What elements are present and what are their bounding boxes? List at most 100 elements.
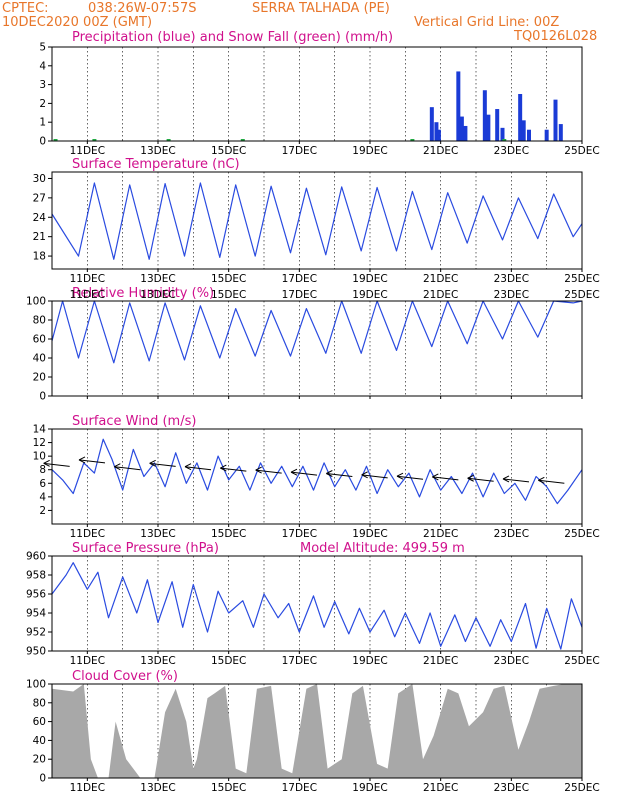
x-tick-label: 25DEC [564,782,599,794]
wind-arrow [502,478,530,483]
x-tick-label: 19DEC [352,273,387,285]
x-tick-label: 23DEC [494,273,529,285]
y-tick-label: 18 [33,251,46,263]
wind-arrow [149,462,176,467]
y-tick-label: 100 [26,679,46,691]
x-tick-label: 19DEC [352,655,387,667]
x-tick-label: 19DEC [352,289,387,301]
y-tick-label: 24 [33,212,47,224]
x-tick-label: 13DEC [140,782,175,794]
y-tick-label: 956 [26,589,46,601]
y-tick-label: 0 [39,773,46,785]
temperature-title: Surface Temperature (nC) [72,157,240,172]
y-tick-label: 100 [26,296,46,308]
y-tick-label: 30 [33,173,46,185]
x-tick-label: 25DEC [564,289,599,301]
x-tick-label: 23DEC [494,145,529,157]
y-tick-label: 8 [39,464,46,476]
x-tick-label: 15DEC [211,273,246,285]
x-tick-label: 17DEC [282,782,317,794]
y-tick-label: 950 [26,646,46,658]
y-tick-label: 3 [39,79,46,91]
y-tick-label: 21 [33,231,46,243]
header-label: CPTEC: [2,1,49,16]
x-tick-label: 23DEC [494,655,529,667]
x-tick-label: 21DEC [423,782,458,794]
precip-bar [495,109,500,141]
precip-bar [518,94,523,141]
panel-frame [51,428,583,525]
header-coords: 038:26W-07:57S [88,1,196,16]
wind-arrow [538,479,565,484]
wind-arrow-head [502,475,510,483]
snow-bar [410,139,415,141]
y-tick-label: 60 [33,334,46,346]
x-tick-label: 17DEC [282,655,317,667]
y-tick-label: 958 [26,570,46,582]
precip-bar [482,90,487,141]
panel-2: 0 20 40 60 80 100 11DEC 13DEC 15DEC 17DEC 19DEC 21D… [26,289,600,403]
x-tick-label: 11DEC [70,782,105,794]
wind-arrow [43,462,70,467]
wind-arrow-head [114,463,121,471]
x-tick-label: 21DEC [423,655,458,667]
y-tick-label: 40 [33,735,46,747]
x-tick-label: 11DEC [70,145,105,157]
wind-arrow-head [290,468,298,476]
wind-arrow [432,476,459,481]
x-tick-label: 13DEC [140,655,175,667]
wind-arrow [396,475,424,480]
y-tick-label: 40 [33,353,46,365]
y-tick-label: 1 [39,117,46,129]
x-tick-label: 21DEC [423,289,458,301]
wind-arrow [78,459,106,464]
y-tick-label: 954 [26,608,46,620]
precip-title: Precipitation (blue) and Snow Fall (gree… [72,30,393,45]
model-altitude-note: Model Altitude: 499.59 m [300,541,465,556]
wind-arrow-head [255,466,262,474]
y-tick-label: 27 [33,192,46,204]
precip-bar [558,124,563,141]
wind-arrow [361,474,388,479]
y-tick-label: 20 [33,372,46,384]
y-tick-label: 0 [39,136,46,148]
y-tick-label: 6 [39,478,46,490]
x-tick-label: 13DEC [140,528,175,540]
y-tick-label: 12 [33,437,46,449]
y-tick-label: 80 [33,315,46,327]
x-tick-label: 21DEC [423,273,458,285]
x-tick-label: 25DEC [564,655,599,667]
x-tick-label: 11DEC [70,655,105,667]
header-date: 10DEC2020 00Z (GMT) [2,15,152,30]
wind-arrow [184,466,212,471]
y-tick-label: 5 [39,42,46,54]
panel-1: 18 21 24 27 30 11DEC 13DEC 15DEC 17DEC 19DEC 21DEC… [33,171,600,285]
header-model-code: TQ0126L028 [513,29,597,44]
y-tick-label: 80 [33,697,46,709]
wind-arrow [255,469,282,474]
x-tick-label: 15DEC [211,782,246,794]
x-tick-label: 19DEC [352,528,387,540]
x-tick-label: 11DEC [70,273,105,285]
wind-arrow [326,473,353,477]
x-tick-label: 21DEC [423,145,458,157]
x-tick-label: 17DEC [282,528,317,540]
snow-bar [53,139,58,141]
x-tick-label: 23DEC [494,782,529,794]
wind-title: Surface Wind (m/s) [72,414,196,429]
x-tick-label: 25DEC [564,145,599,157]
snow-bar [502,139,507,141]
wind-arrow-head [396,472,404,480]
x-tick-label: 19DEC [352,782,387,794]
x-tick-label: 13DEC [140,273,175,285]
wind-arrow-head [184,463,192,471]
x-tick-label: 19DEC [352,145,387,157]
header-grid-note: Vertical Grid Line: 00Z [414,15,559,30]
wind-arrow-head [467,474,474,482]
panel-0: 0 1 2 3 4 5 11DEC 13DEC 15DEC 17DEC 19DEC 21DEC 23DE… [39,42,599,158]
x-tick-label: 21DEC [423,528,458,540]
precip-bar [486,114,491,141]
